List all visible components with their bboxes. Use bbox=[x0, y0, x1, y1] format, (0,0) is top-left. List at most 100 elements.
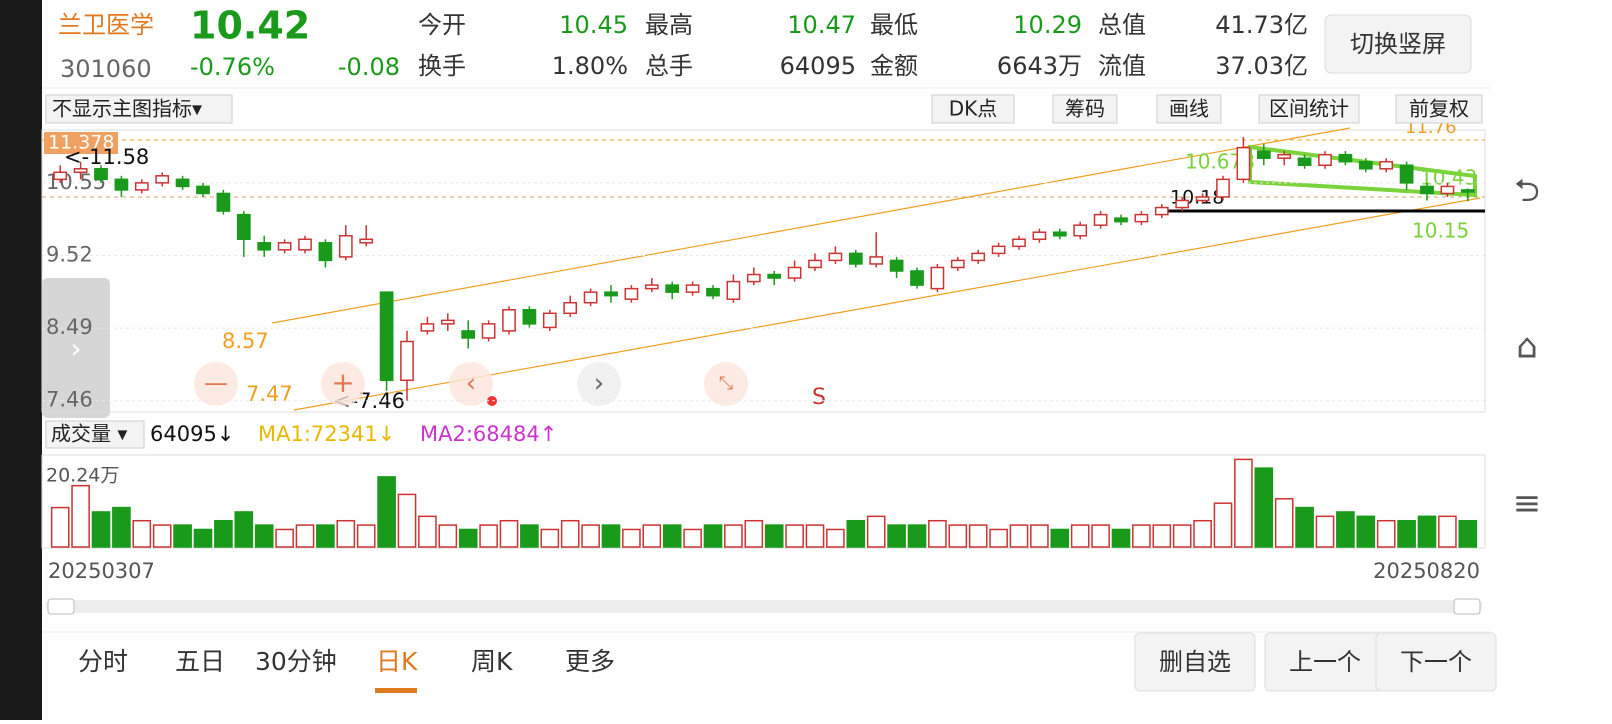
candle-body bbox=[991, 245, 1006, 255]
tab[interactable]: 五日 bbox=[175, 647, 225, 676]
candle-body bbox=[1216, 178, 1230, 198]
candle-body bbox=[522, 309, 537, 325]
candle-body bbox=[644, 284, 659, 290]
y-tick-label: 9.52 bbox=[46, 242, 93, 266]
svg-text:⤡: ⤡ bbox=[719, 373, 733, 394]
candle-body bbox=[848, 252, 863, 265]
volume-bar bbox=[642, 524, 662, 548]
volume-bar bbox=[112, 506, 131, 548]
stat-label: 流值 bbox=[1098, 52, 1146, 80]
volume-bar bbox=[499, 519, 519, 548]
toolbar-button[interactable] bbox=[1395, 94, 1483, 124]
candle-body bbox=[542, 312, 557, 329]
date-end: 20250820 bbox=[1373, 559, 1480, 583]
volume-bar bbox=[1417, 515, 1437, 548]
volume-bar bbox=[724, 524, 743, 548]
toolbar-button[interactable] bbox=[1156, 94, 1222, 124]
candle-body bbox=[1460, 189, 1475, 193]
volume-select[interactable] bbox=[45, 420, 145, 449]
candle-body bbox=[379, 291, 394, 382]
volume-bar bbox=[622, 528, 641, 548]
volume-bar bbox=[1193, 519, 1212, 548]
side-handle[interactable] bbox=[42, 278, 110, 418]
volume-bar bbox=[601, 524, 621, 548]
home-icon[interactable]: ⌂ bbox=[1516, 327, 1538, 367]
volume-current: 64095↓ bbox=[150, 422, 234, 446]
volume-bar bbox=[214, 519, 233, 548]
scroll-handle[interactable] bbox=[47, 598, 75, 615]
last-tag-bg bbox=[44, 132, 118, 154]
handle-arrow: › bbox=[70, 332, 81, 365]
volume-bar bbox=[193, 528, 213, 548]
stock-code: 301060 bbox=[60, 55, 152, 83]
toolbar-button[interactable] bbox=[931, 94, 1015, 124]
reset[interactable] bbox=[704, 362, 748, 406]
volume-bar bbox=[907, 524, 927, 548]
stat-value: 10.47 bbox=[787, 11, 856, 39]
toolbar-label: DK点 bbox=[949, 97, 998, 121]
candle-body bbox=[767, 273, 782, 279]
volume-bar bbox=[356, 524, 376, 548]
candle-body bbox=[604, 291, 618, 297]
scrollbar[interactable] bbox=[46, 600, 1482, 613]
zoom-out[interactable] bbox=[194, 362, 238, 406]
tab[interactable]: 更多 bbox=[565, 647, 615, 676]
candle-body bbox=[828, 252, 843, 262]
action-label: 下一个 bbox=[1400, 648, 1472, 676]
candle-body bbox=[1236, 146, 1251, 181]
volume-bar bbox=[1438, 515, 1457, 548]
candle-body bbox=[1297, 157, 1312, 166]
action-button[interactable] bbox=[1375, 632, 1497, 692]
back-icon[interactable]: ⮌ bbox=[1514, 171, 1540, 209]
rotate-button[interactable] bbox=[1324, 14, 1472, 74]
volume-bar bbox=[479, 524, 498, 548]
volume-bar bbox=[703, 524, 723, 548]
toolbar-label: 筹码 bbox=[1065, 97, 1105, 121]
volume-bar bbox=[295, 524, 315, 548]
candle-body bbox=[583, 291, 598, 304]
toolbar-button[interactable] bbox=[1258, 94, 1360, 124]
stat-value: 41.73亿 bbox=[1215, 11, 1308, 39]
menu-icon[interactable]: ≡ bbox=[1513, 484, 1542, 524]
volume-top: 20.24万 bbox=[46, 465, 119, 487]
price-panel bbox=[41, 129, 1486, 413]
volume-bar bbox=[785, 524, 804, 548]
action-button[interactable] bbox=[1134, 632, 1256, 692]
volume-bar bbox=[152, 524, 172, 548]
pan-left[interactable] bbox=[449, 362, 493, 406]
candle-body bbox=[950, 259, 965, 269]
volume-bar bbox=[377, 476, 396, 548]
stat-label: 金额 bbox=[870, 52, 918, 80]
indicator-select[interactable] bbox=[45, 94, 233, 124]
stat-label: 最高 bbox=[645, 11, 693, 39]
tab[interactable]: 分时 bbox=[78, 647, 128, 676]
candle-body bbox=[1012, 238, 1026, 248]
candle-body bbox=[277, 242, 292, 251]
volume-bar bbox=[1132, 524, 1151, 548]
volume-bar bbox=[683, 528, 702, 548]
candle-body bbox=[257, 242, 272, 251]
candle-body bbox=[1277, 153, 1292, 159]
candle-body bbox=[563, 301, 578, 315]
candle-body bbox=[1093, 213, 1108, 226]
candle-body bbox=[1134, 213, 1149, 223]
candle-body bbox=[726, 280, 741, 300]
volume-panel bbox=[41, 454, 1486, 549]
stat-value: 1.80% bbox=[552, 52, 628, 80]
tab[interactable]: 30分钟 bbox=[255, 647, 337, 676]
scroll-handle[interactable] bbox=[1453, 598, 1481, 615]
toolbar-label: 区间统计 bbox=[1269, 97, 1349, 121]
tab[interactable]: 日K bbox=[376, 647, 418, 676]
candle-body bbox=[318, 242, 333, 262]
stat-label: 最低 bbox=[870, 11, 918, 39]
zoom-in[interactable] bbox=[321, 362, 365, 406]
volume-bar bbox=[1070, 524, 1090, 548]
candle-body bbox=[1379, 160, 1394, 170]
tab[interactable]: 周K bbox=[471, 647, 513, 676]
toolbar-button[interactable] bbox=[1052, 94, 1118, 124]
volume-bar bbox=[968, 524, 988, 548]
change: -0.08 bbox=[338, 53, 400, 81]
volume-bar bbox=[458, 528, 478, 548]
pan-right[interactable] bbox=[577, 362, 621, 406]
